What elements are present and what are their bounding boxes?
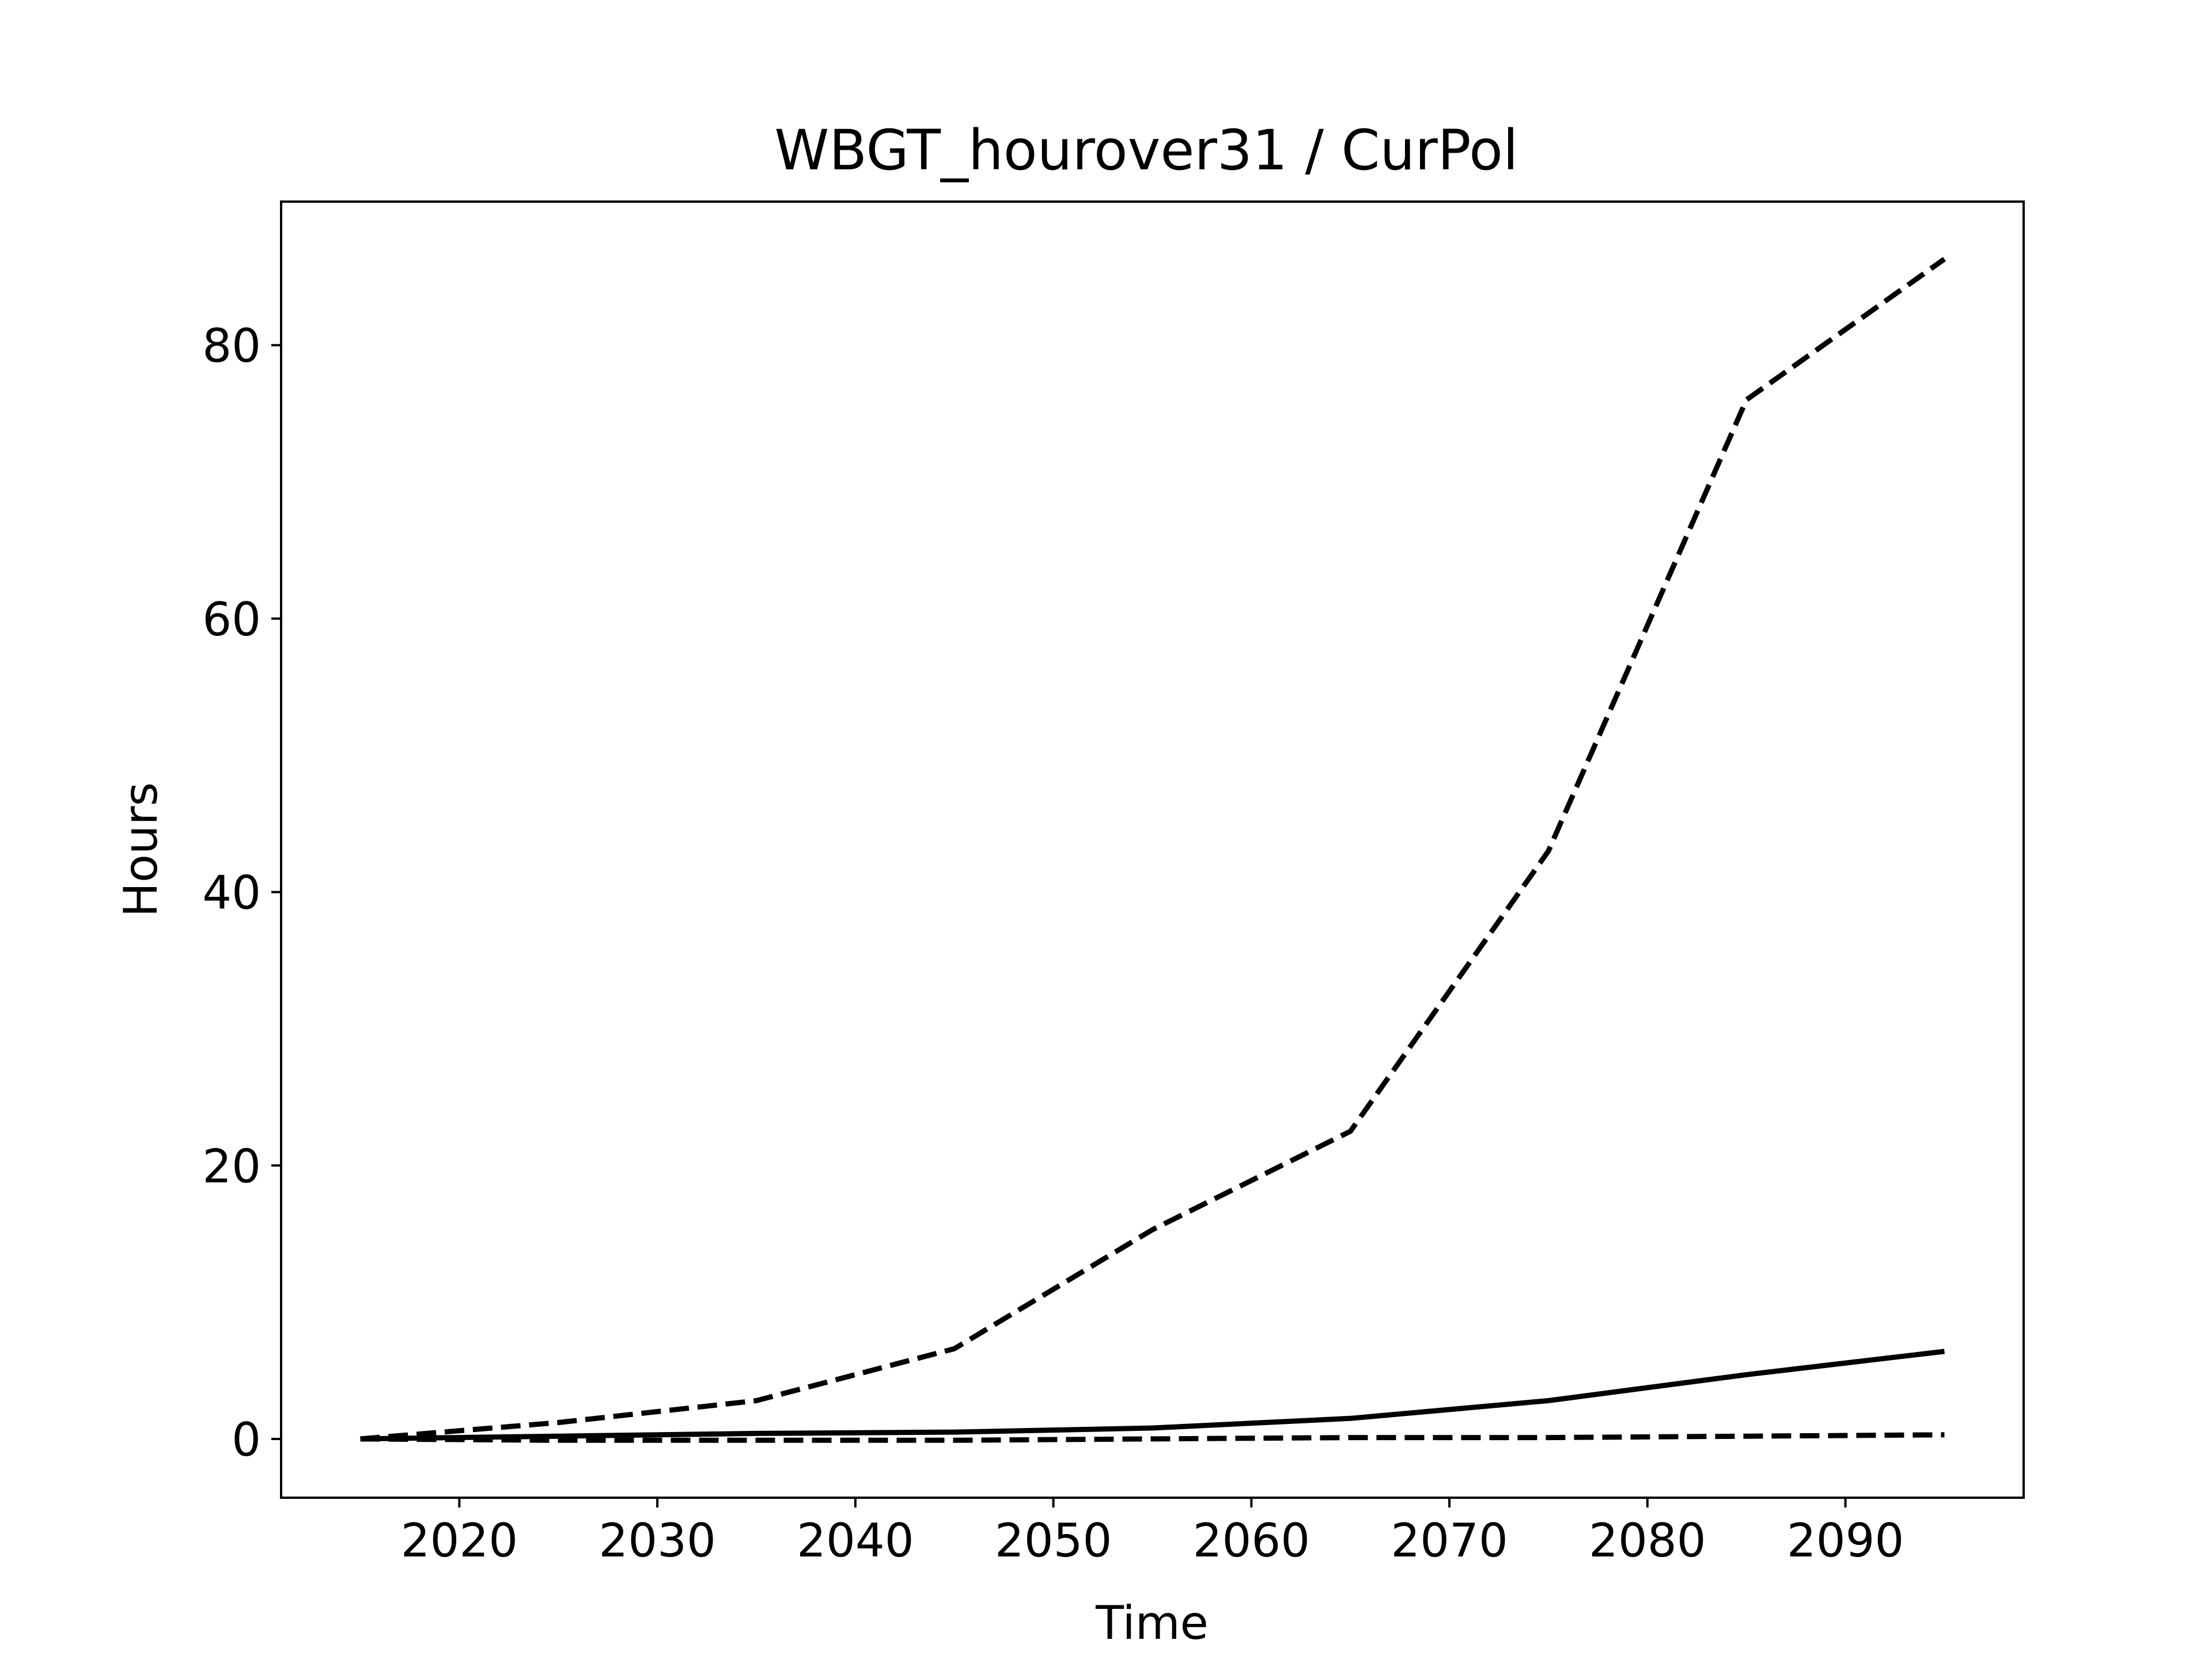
x-tick-label: 2090	[1787, 1514, 1904, 1567]
series-layer	[360, 257, 1946, 1443]
x-tick-label: 2020	[401, 1514, 518, 1567]
y-tick-label: 60	[202, 593, 261, 646]
chart-title: WBGT_hourover31 / CurPol	[774, 118, 1518, 183]
series-line-1	[360, 257, 1946, 1442]
x-tick-label: 2050	[995, 1514, 1112, 1567]
y-axis-label: Hours	[114, 782, 168, 917]
x-tick-label: 2070	[1391, 1514, 1508, 1567]
x-tick-label: 2040	[797, 1514, 914, 1567]
x-tick-label: 2030	[599, 1514, 716, 1567]
x-tick-label: 2080	[1589, 1514, 1706, 1567]
series-line-2	[360, 1349, 1945, 1442]
y-tick-label: 0	[232, 1413, 261, 1467]
y-tick-label: 20	[202, 1139, 261, 1193]
series-line-3	[360, 1432, 1945, 1443]
x-tick-label: 2060	[1193, 1514, 1310, 1567]
y-tick-label: 80	[202, 319, 261, 373]
x-axis-label: Time	[1095, 1596, 1209, 1650]
plot-frame	[280, 200, 2025, 1499]
ticks-layer: 2020 2030 2040 2050 2060 2070 2080 209002040608…	[202, 319, 1904, 1567]
y-tick-label: 40	[202, 866, 261, 920]
